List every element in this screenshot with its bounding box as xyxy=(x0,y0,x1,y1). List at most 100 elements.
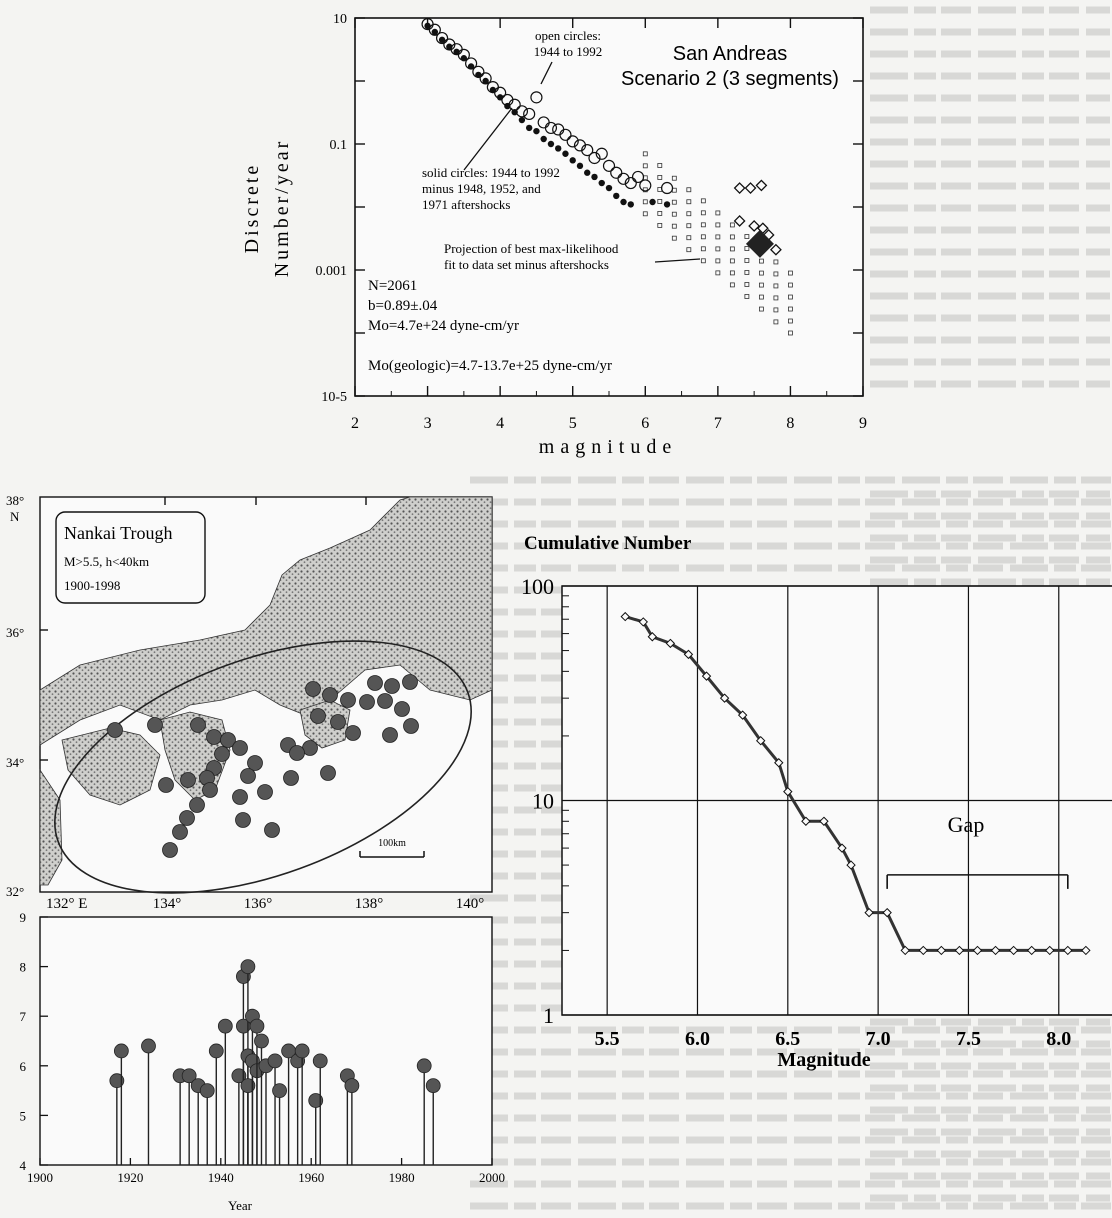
figure-a-solid-point xyxy=(518,116,526,124)
figure-a-open-point xyxy=(610,166,623,179)
figure-a-projection-mark xyxy=(657,163,663,168)
figure-a-ytick-label: 0.001 xyxy=(316,264,348,279)
figure-a-projection-mark xyxy=(686,211,692,217)
figure-a-open-point xyxy=(523,107,536,121)
figure-a-ylabel-line1: Discrete xyxy=(241,163,263,254)
figure-a-open-point xyxy=(479,72,492,85)
figure-a-solid-point xyxy=(482,77,489,85)
figure-a-projection-mark xyxy=(700,198,706,204)
figure-a-open-point xyxy=(465,57,478,70)
figure-a-ticks: 2 3 4 5 6 7 8 9 10 0.1 0.001 10-5 xyxy=(316,12,868,432)
figure-a-title-line2: Scenario 2 (3 segments) xyxy=(621,68,839,90)
figure-a-solid-point xyxy=(576,162,584,170)
figure-a-projection-mark xyxy=(642,151,648,157)
figure-a-solid-point xyxy=(584,169,591,176)
figure-a-xtick-label: 4 xyxy=(496,415,504,432)
figure-a-solid-point xyxy=(525,124,533,132)
figure-a-projection-mark xyxy=(715,258,721,264)
figure-a-projection-mark xyxy=(642,211,648,217)
figure-a-projection-mark xyxy=(729,234,735,240)
figure-a-projection-mark xyxy=(671,211,677,217)
figure-a-projection-mark xyxy=(744,246,750,251)
figure-a-solid-point xyxy=(598,179,605,187)
figure-a-projection-mark xyxy=(788,306,793,312)
figure-a-solid-point xyxy=(569,157,576,164)
figure-a-xlabel: magnitude xyxy=(539,436,677,458)
figure-a-solid-point xyxy=(540,135,547,143)
figure-a-ytick-label: 10 xyxy=(333,12,347,27)
figure-a-projection-mark xyxy=(729,222,735,228)
figure-a-projection-mark xyxy=(788,270,793,276)
figure-a-open-point xyxy=(508,98,521,111)
figure-a-xtick-label: 5 xyxy=(569,415,577,432)
figure-a-diamond-mark xyxy=(755,179,768,192)
figure-a-projection-mark xyxy=(744,270,750,275)
figure-a-open-point xyxy=(494,86,507,99)
figure-a-projection-mark xyxy=(686,247,692,253)
figure-a-open-point xyxy=(559,128,572,141)
figure-a-solid-point xyxy=(438,36,446,44)
figure-a-projection-mark xyxy=(700,258,706,264)
figure-a-xtick-label: 6 xyxy=(641,415,649,432)
figure-a-projection-mark xyxy=(788,330,793,336)
figure-a-open-point xyxy=(602,159,616,172)
figure-a-projection-mark xyxy=(729,246,735,252)
figure-a-plot-frame xyxy=(354,17,864,397)
figure-a-annotation-open-2: 1944 to 1992 xyxy=(534,44,603,59)
figure-a-projection-mark xyxy=(759,270,764,276)
figure-a-open-point xyxy=(581,144,594,157)
figure-a-ylabel-line2: Number/year xyxy=(271,139,293,278)
figure-a-arrow-open xyxy=(540,61,553,85)
figure-a-projection-mark xyxy=(788,318,793,324)
figure-a-projection-mark xyxy=(729,258,735,264)
figure-a-ytick-label: 10-5 xyxy=(321,390,347,405)
figure-a-projection-mark xyxy=(788,294,793,300)
figure-a-diamond-mark xyxy=(733,182,746,194)
figure-a-open-point xyxy=(472,65,485,78)
figure-a-arrow-solid xyxy=(463,107,513,171)
figure-a-projection-mark xyxy=(700,234,706,240)
figure-a-solid-point xyxy=(533,127,540,135)
figure-a-annotation-solid-3: 1971 aftershocks xyxy=(422,197,510,212)
figure-a-projection-mark xyxy=(759,282,764,288)
figure-a-xtick-label: 9 xyxy=(859,415,867,432)
figure-a-xtick-label: 7 xyxy=(714,415,722,432)
figure-a-solid-point xyxy=(620,198,627,206)
figure-a-arrow-projection xyxy=(654,258,701,263)
figure-a-solid-point xyxy=(649,198,656,206)
figure-a-projection-mark xyxy=(773,307,779,313)
figure-a-projection-mark xyxy=(773,271,779,277)
figure-a-projection-mark xyxy=(715,210,721,216)
figure-a-projection-mark xyxy=(788,282,793,288)
figure-a-solid-point xyxy=(555,145,562,152)
figure-a-projection-mark xyxy=(729,270,735,276)
figure-a-diamond-mark xyxy=(769,243,782,256)
figure-a-projection-mark xyxy=(657,223,663,228)
figure-a-open-point xyxy=(428,23,441,36)
figure-a-open-point xyxy=(457,48,470,61)
figure-a-annotation-solid-2: minus 1948, 1952, and xyxy=(422,181,541,196)
figure-a-marks xyxy=(421,18,793,336)
figure-a-projection-mark xyxy=(686,223,692,229)
figure-a-ytick-label: 0.1 xyxy=(330,138,348,153)
figure-a-projection-mark xyxy=(773,259,779,265)
figure-a-projection-mark xyxy=(671,199,677,205)
figure-a-projection-mark xyxy=(686,235,692,241)
figure-a-projection-mark xyxy=(744,258,750,263)
figure-a-projection-mark xyxy=(686,187,692,193)
figure-a-solid-point xyxy=(613,192,620,200)
figure-a-projection-mark xyxy=(671,235,677,241)
figure-a-solid-point xyxy=(467,63,475,70)
figure-a-projection-mark xyxy=(642,187,648,193)
figure-a-xtick-label: 8 xyxy=(786,415,794,432)
figure-a-stat-mo: Mo=4.7e+24 dyne-cm/yr xyxy=(368,318,519,334)
figure-a-projection-mark xyxy=(729,282,735,288)
figure-a-solid-point xyxy=(562,150,569,157)
figure-a-open-point xyxy=(530,91,543,104)
figure-a-stat-mo-geologic: Mo(geologic)=4.7-13.7e+25 dyne-cm/yr xyxy=(368,358,612,374)
figure-a-projection-mark xyxy=(715,270,721,276)
figure-a-open-point xyxy=(660,181,674,195)
figure-a-projection-mark xyxy=(773,283,779,289)
figure-a-projection-mark xyxy=(744,294,750,299)
